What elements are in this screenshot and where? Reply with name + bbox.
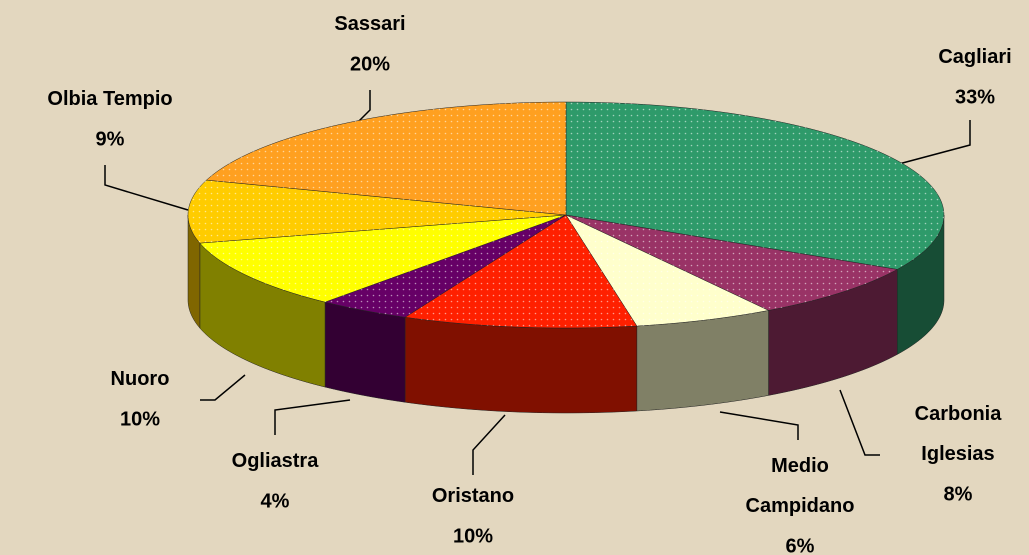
- leader-line: [894, 120, 971, 166]
- slice-label: Olbia Tempio: [47, 88, 172, 110]
- slice-texture: [566, 215, 769, 326]
- value-label: 10%: [120, 408, 160, 430]
- slice-texture: [405, 215, 637, 328]
- slice-side: [636, 310, 769, 412]
- leaders: [104, 90, 971, 475]
- value-label: 20%: [350, 53, 390, 75]
- pie-tops: [187, 101, 945, 329]
- slice-label: Oristano: [432, 485, 514, 507]
- slice-side: [324, 301, 406, 403]
- value-label: 33%: [955, 86, 995, 108]
- slice-label: Carbonia Iglesias: [915, 403, 1003, 465]
- slice-label: Cagliari: [938, 46, 1011, 68]
- slice-texture: [199, 215, 567, 303]
- value-label: 10%: [453, 525, 493, 547]
- slice-label: Ogliastra: [232, 450, 320, 472]
- leader-line: [719, 411, 799, 440]
- slice-side: [404, 316, 638, 414]
- value-label: 9%: [96, 128, 125, 150]
- leader-line: [839, 389, 880, 456]
- slice-label: Nuoro: [111, 368, 170, 390]
- slice-texture: [325, 215, 566, 318]
- slice-label: Sassari: [334, 13, 405, 35]
- value-label: 6%: [786, 535, 815, 555]
- value-label: 4%: [261, 490, 290, 512]
- leader-line: [274, 399, 351, 435]
- value-label: 8%: [944, 483, 973, 505]
- slice-texture: [566, 215, 898, 311]
- leader-line: [104, 165, 189, 211]
- slice-texture: [188, 180, 566, 244]
- slice-label: Medio Campidano: [746, 455, 855, 517]
- leader-line: [200, 374, 246, 401]
- slice-texture: [206, 102, 566, 215]
- leader-line: [472, 414, 506, 475]
- slice-texture: [566, 102, 944, 270]
